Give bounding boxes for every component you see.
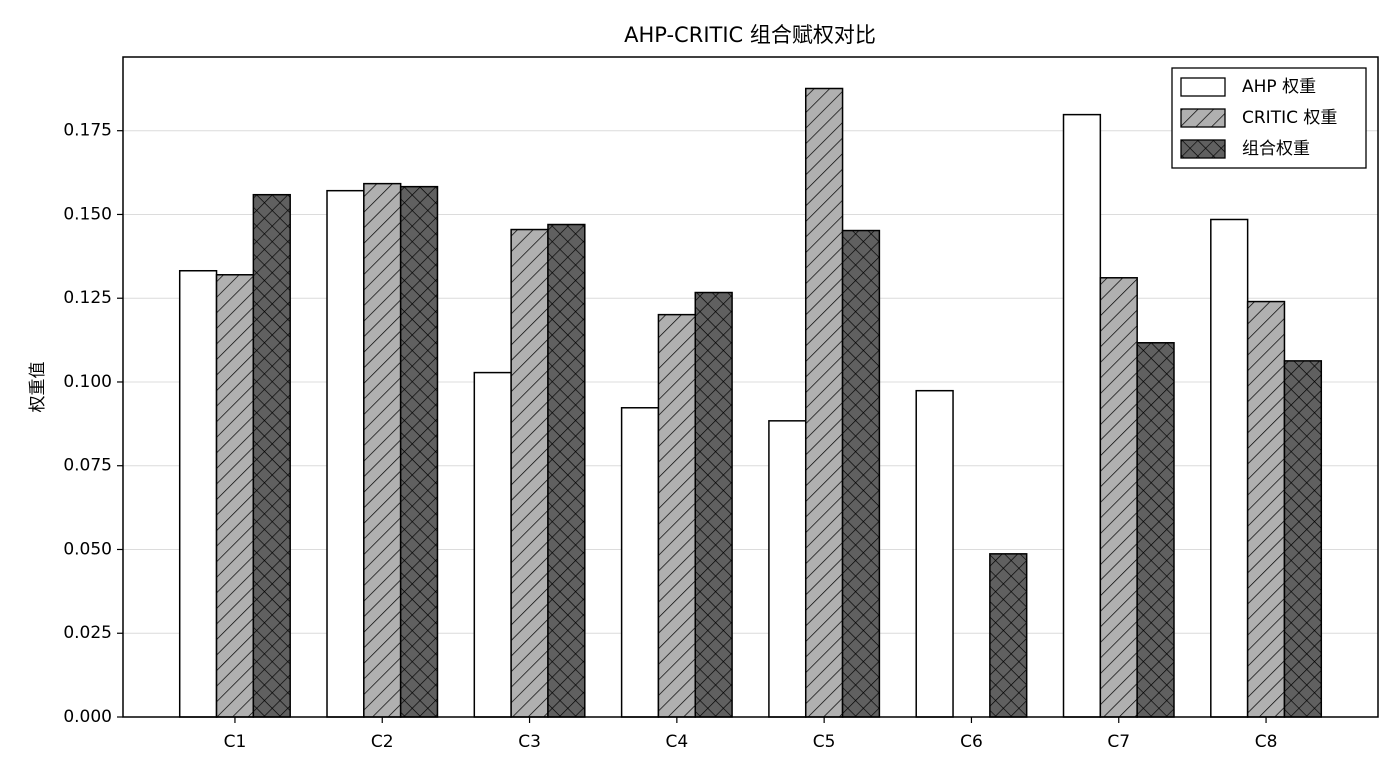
x-tick-label: C3 <box>518 732 541 752</box>
plot-frame <box>122 56 1379 718</box>
y-tick-label: 0.000 <box>63 707 112 727</box>
x-tick-label: C6 <box>960 732 983 752</box>
bar-hatch <box>1284 360 1322 717</box>
x-tick-label: C8 <box>1255 732 1278 752</box>
bar-hatch <box>805 88 843 718</box>
bar-hatch <box>658 314 696 717</box>
y-tick-label: 0.175 <box>63 121 112 141</box>
legend-swatch <box>1180 77 1226 97</box>
bar-hatch <box>363 183 401 717</box>
bar-hatch <box>216 274 254 717</box>
bar-hatch <box>400 186 438 718</box>
bar-hatch <box>253 194 291 717</box>
chart-title: AHP-CRITIC 组合赋权对比 <box>624 23 876 47</box>
y-tick-label: 0.100 <box>63 372 112 392</box>
bar-hatch <box>511 229 548 717</box>
x-tick-label: C4 <box>666 732 689 752</box>
legend-label: CRITIC 权重 <box>1242 108 1337 128</box>
y-tick-label: 0.025 <box>63 623 112 643</box>
y-tick-label: 0.075 <box>63 456 112 476</box>
bar-hatch <box>1137 342 1174 717</box>
bar <box>473 371 512 718</box>
x-tick-label: C7 <box>1107 732 1130 752</box>
legend-label: AHP 权重 <box>1242 77 1316 97</box>
bar <box>178 269 218 718</box>
bar <box>1062 113 1102 718</box>
y-tick-label: 0.050 <box>63 539 112 559</box>
bar-hatch <box>547 224 585 717</box>
bar-hatch <box>1247 301 1285 717</box>
legend-swatch-hatch <box>1181 140 1225 158</box>
y-axis-label: 权重值 <box>28 362 48 413</box>
bar <box>326 189 365 718</box>
x-tick-label: C2 <box>371 732 394 752</box>
x-tick-label: C1 <box>224 732 247 752</box>
bar-hatch <box>842 230 880 717</box>
legend-label: 组合权重 <box>1242 139 1310 159</box>
y-tick-label: 0.125 <box>63 288 112 308</box>
bar-hatch <box>989 553 1027 717</box>
bar <box>915 389 954 718</box>
legend-swatch-hatch <box>1181 109 1225 127</box>
bar <box>1210 218 1249 718</box>
x-tick-label: C5 <box>813 732 836 752</box>
bar-hatch <box>695 292 733 717</box>
bar <box>768 420 807 718</box>
bar <box>620 407 660 718</box>
y-tick-label: 0.150 <box>63 204 112 224</box>
bar-hatch <box>1100 277 1138 717</box>
